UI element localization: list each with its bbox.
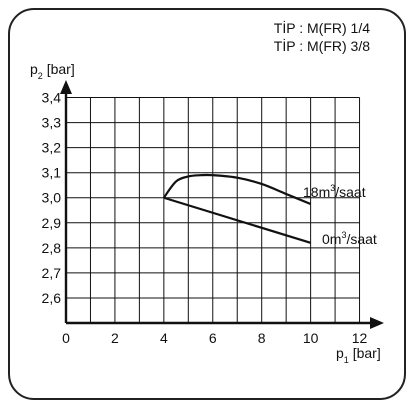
type-label-1: TİP : M(FR) 1/4 [274, 19, 370, 36]
x-tick-label: 4 [160, 330, 168, 346]
y-tick-label: 2,7 [42, 265, 62, 281]
x-tick-label: 6 [209, 330, 217, 346]
x-tick-label: 0 [62, 330, 70, 346]
x-axis-arrow [370, 317, 384, 329]
chart-frame [8, 8, 406, 400]
tick-labels: 0 2 4 6 8 10 12 2,6 2,7 2,8 2,9 3,0 3,1 3,2 3,3 3,4 [42, 90, 368, 346]
x-axis-label: p1 [bar] [336, 345, 381, 365]
y-tick-label: 3,2 [42, 140, 62, 156]
y-tick-label: 3,4 [42, 90, 62, 106]
x-tick-label: 10 [303, 330, 319, 346]
series-curve-0 [162, 173, 312, 206]
y-axis-label: p2 [bar] [30, 61, 75, 81]
series-label-18: 18m3/saat [303, 183, 366, 200]
y-axis-arrow [60, 80, 72, 94]
y-tick-label: 3,0 [42, 190, 62, 206]
y-tick-label: 3,1 [42, 165, 62, 181]
x-tick-label: 12 [352, 330, 368, 346]
y-tick-label: 2,6 [42, 290, 62, 306]
series [162, 173, 312, 244]
series-label-0: 0m3/saat [322, 230, 377, 247]
y-tick-label: 2,9 [42, 215, 62, 231]
x-tick-label: 2 [111, 330, 119, 346]
axes [60, 80, 384, 329]
y-tick-label: 3,3 [42, 115, 62, 131]
type-label-2: TİP : M(FR) 3/8 [274, 37, 370, 54]
series-curve-1 [163, 196, 311, 244]
y-tick-label: 2,8 [42, 240, 62, 256]
x-tick-label: 8 [258, 330, 266, 346]
grid [66, 97, 361, 323]
